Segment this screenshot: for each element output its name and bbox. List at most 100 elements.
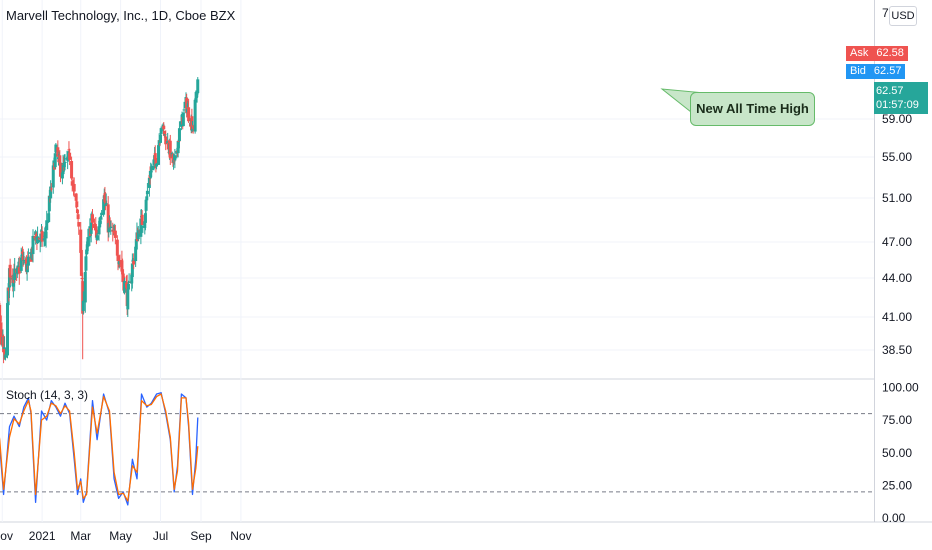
stoch-tick-label: 25.00: [882, 478, 912, 492]
candle-body: [187, 107, 191, 122]
candle-body: [176, 140, 180, 154]
stoch-tick-label: 0.00: [882, 511, 906, 525]
candle-body: [102, 199, 106, 215]
time-tick-label: Nov: [0, 529, 13, 543]
candle-body: [120, 260, 124, 272]
price-tick-label: 59.00: [882, 112, 912, 126]
candle-body: [0, 304, 2, 319]
currency-button[interactable]: USD: [889, 6, 917, 26]
price-candles: [0, 77, 200, 364]
candle-body: [68, 152, 72, 160]
candle-body: [2, 336, 6, 353]
candle-body: [34, 233, 38, 237]
candle-body: [42, 238, 46, 241]
candle-body: [181, 112, 185, 127]
candle-body: [3, 348, 7, 354]
candle-body: [131, 259, 135, 262]
candle-body: [106, 204, 110, 233]
candle-body: [143, 221, 147, 228]
candle-body: [79, 249, 83, 276]
candle-body: [147, 177, 151, 188]
candle-body: [25, 264, 29, 273]
candle-body: [194, 98, 198, 103]
candle-body: [173, 155, 177, 161]
candle-body: [47, 195, 51, 212]
candle-body: [83, 271, 87, 303]
candle-body: [45, 220, 49, 231]
time-tick-label: Jul: [153, 529, 168, 543]
candle-body: [164, 136, 168, 145]
candle-body: [70, 181, 74, 186]
candle-body: [185, 97, 189, 113]
candle-body: [36, 236, 40, 244]
candle-body: [38, 239, 42, 243]
candle-body: [108, 220, 112, 229]
candle-body: [190, 116, 194, 130]
candle-body: [115, 239, 119, 256]
bid-label: Bid: [850, 65, 866, 77]
candle-body: [116, 255, 120, 262]
candle-body: [75, 201, 79, 208]
candle-body: [124, 282, 128, 288]
price-tick-label: 55.00: [882, 150, 912, 164]
candle-body: [191, 125, 195, 129]
candle-body: [132, 260, 136, 265]
candle-body: [40, 231, 44, 242]
candle-body: [61, 162, 65, 175]
stoch-lines: [0, 392, 199, 506]
candle-body: [92, 223, 96, 228]
candle-body: [4, 355, 8, 358]
candle-body: [162, 130, 166, 136]
candle-body: [134, 246, 138, 262]
candle-body: [89, 222, 93, 234]
candle-body: [5, 303, 9, 356]
candle-body: [127, 282, 131, 284]
price-tick-label: 38.50: [882, 343, 912, 357]
candle-body: [149, 170, 153, 172]
candle-body: [72, 183, 76, 192]
price-tick-label: 47.00: [882, 235, 912, 249]
stoch-tick-label: 50.00: [882, 446, 912, 460]
candle-body: [75, 209, 79, 214]
time-tick-label: Sep: [190, 529, 212, 543]
candle-body: [79, 229, 83, 253]
bid-value: 62.57: [873, 65, 902, 77]
candle-body: [143, 213, 147, 223]
candle-body: [182, 109, 186, 111]
candle-body: [141, 226, 145, 228]
candle-body: [58, 162, 62, 177]
candle-body: [136, 230, 140, 240]
time-tick-label: Nov: [230, 529, 251, 543]
stoch-tick-label: 100.00: [882, 381, 919, 395]
candle-body: [8, 264, 12, 278]
candle-body: [76, 214, 80, 220]
candle-body: [144, 199, 148, 211]
candle-body: [104, 200, 108, 205]
candle-body: [109, 226, 113, 229]
candle-body: [7, 287, 11, 291]
candle-body: [117, 260, 121, 265]
candle-body: [126, 289, 130, 310]
candle-body: [80, 277, 84, 279]
candle-body: [171, 154, 175, 164]
time-tick-label: May: [109, 529, 132, 543]
candle-body: [98, 220, 102, 228]
candle-body: [0, 315, 2, 322]
candle-body: [97, 226, 101, 235]
candle-body: [17, 267, 21, 274]
candle-body: [13, 268, 17, 281]
candle-body: [21, 251, 25, 254]
candle-body: [21, 255, 25, 262]
candle-body: [19, 257, 23, 271]
price-tick-label-partial: 7: [882, 6, 889, 20]
candle-body: [2, 347, 6, 350]
candle-body: [99, 217, 103, 220]
annotation-callout[interactable]: New All Time High: [690, 92, 815, 126]
candle-body: [159, 128, 163, 134]
stoch-bands: [0, 413, 874, 493]
last-price-tag: 62.57 01:57:09: [874, 82, 928, 114]
candle-body: [155, 163, 159, 167]
candle-body: [194, 97, 198, 99]
time-tick-label: 2021: [29, 529, 56, 543]
